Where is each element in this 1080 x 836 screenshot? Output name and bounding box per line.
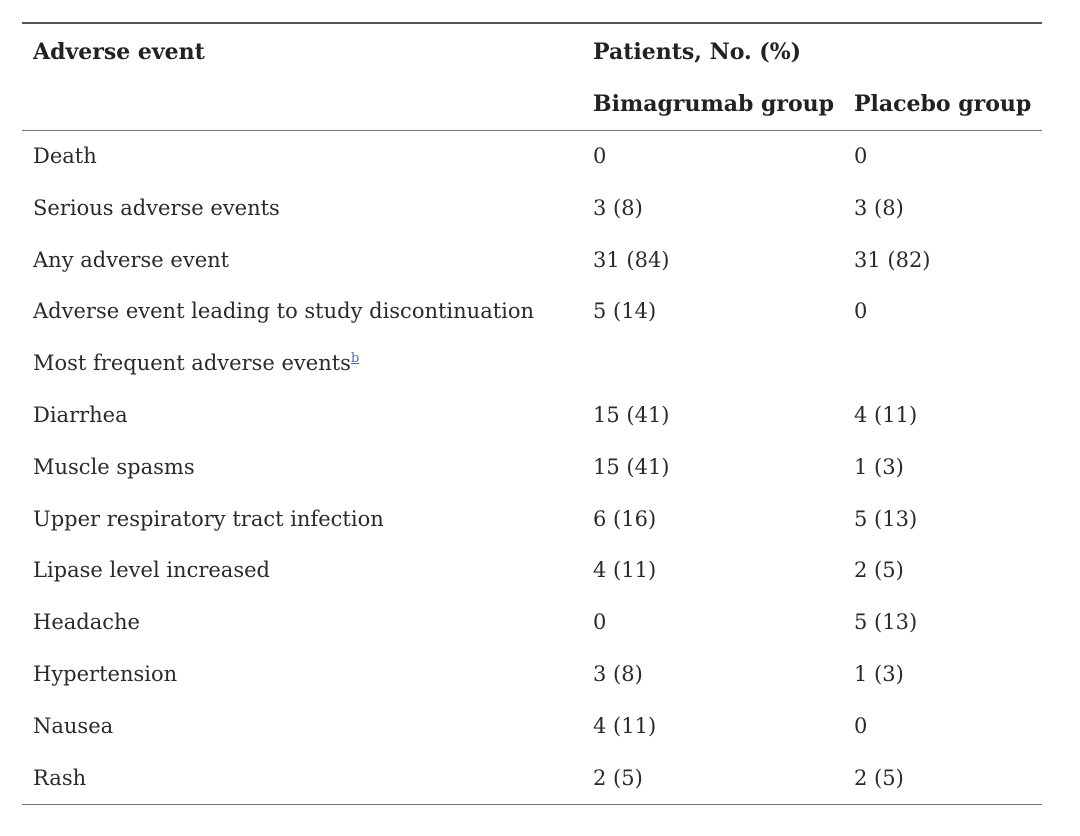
row-event: Any adverse event (33, 247, 230, 272)
table-row: Diarrhea 15 (41) 4 (11) (22, 390, 1042, 442)
table-row: Adverse event leading to study discontin… (22, 286, 1042, 338)
adverse-events-table: Adverse event Patients, No. (%) Bimagrum… (22, 22, 1042, 806)
row-bimagrumab-value: 15 (41) (593, 454, 670, 479)
row-placebo-value: 4 (11) (854, 402, 918, 427)
row-event: Hypertension (33, 661, 178, 686)
table-row: Death 0 0 (22, 131, 1042, 183)
table-row: Hypertension 3 (8) 1 (3) (22, 649, 1042, 701)
row-bimagrumab-value: 0 (593, 610, 607, 635)
footnote-link[interactable]: b (350, 351, 360, 367)
row-bimagrumab-value: 4 (11) (593, 558, 657, 583)
table-body: Death 0 0 Serious adverse events 3 (8) 3… (22, 131, 1042, 804)
table-row: Headache 0 5 (13) (22, 597, 1042, 649)
row-placebo-value: 31 (82) (854, 247, 931, 272)
row-placebo-value: 0 (854, 299, 868, 324)
row-placebo-value: 3 (8) (854, 195, 904, 220)
table-top-rule (22, 22, 1042, 24)
table-row: Lipase level increased 4 (11) 2 (5) (22, 545, 1042, 597)
row-bimagrumab-value: 2 (5) (593, 765, 643, 790)
header-adverse-event: Adverse event (33, 39, 205, 65)
row-event: Most frequent adverse eventsb (33, 350, 359, 376)
row-event: Death (33, 144, 97, 168)
row-bimagrumab-value: 3 (8) (593, 195, 643, 220)
table-row: Upper respiratory tract infection 6 (16)… (22, 494, 1042, 546)
header-bimagrumab-group: Bimagrumab group (593, 91, 835, 117)
row-placebo-value: 0 (854, 144, 868, 168)
row-event-label: Most frequent adverse events (33, 351, 351, 376)
row-event: Adverse event leading to study discontin… (33, 299, 535, 324)
row-bimagrumab-value: 5 (14) (593, 299, 657, 324)
row-placebo-value: 2 (5) (854, 558, 904, 583)
row-placebo-value: 2 (5) (854, 765, 904, 790)
table-header-rule (22, 130, 1042, 131)
row-event: Upper respiratory tract infection (33, 506, 384, 531)
table-bottom-rule (22, 804, 1042, 806)
table-row: Muscle spasms 15 (41) 1 (3) (22, 442, 1042, 494)
table-row-section-heading: Most frequent adverse eventsb (22, 338, 1042, 390)
row-placebo-value: 1 (3) (854, 661, 904, 686)
table-row: Nausea 4 (11) 0 (22, 701, 1042, 753)
table-row: Rash 2 (5) 2 (5) (22, 753, 1042, 805)
row-event: Muscle spasms (33, 454, 195, 479)
row-bimagrumab-value: 4 (11) (593, 713, 657, 738)
header-patients: Patients, No. (%) (593, 39, 802, 65)
row-bimagrumab-value: 3 (8) (593, 661, 643, 686)
row-event: Lipase level increased (33, 558, 270, 583)
table-row: Serious adverse events 3 (8) 3 (8) (22, 183, 1042, 235)
row-placebo-value: 5 (13) (854, 506, 918, 531)
row-bimagrumab-value: 15 (41) (593, 402, 670, 427)
row-placebo-value: 5 (13) (854, 610, 918, 635)
row-event: Diarrhea (33, 402, 128, 427)
row-placebo-value: 0 (854, 713, 868, 738)
table-header: Adverse event Patients, No. (%) Bimagrum… (22, 24, 1042, 130)
row-event: Headache (33, 610, 140, 635)
row-bimagrumab-value: 6 (16) (593, 506, 657, 531)
row-placebo-value: 1 (3) (854, 454, 904, 479)
row-bimagrumab-value: 31 (84) (593, 247, 670, 272)
header-placebo-group: Placebo group (854, 91, 1032, 117)
row-event: Nausea (33, 713, 114, 738)
row-event: Rash (33, 765, 87, 790)
table-row: Any adverse event 31 (84) 31 (82) (22, 235, 1042, 287)
row-bimagrumab-value: 0 (593, 144, 607, 168)
row-event: Serious adverse events (33, 195, 280, 220)
